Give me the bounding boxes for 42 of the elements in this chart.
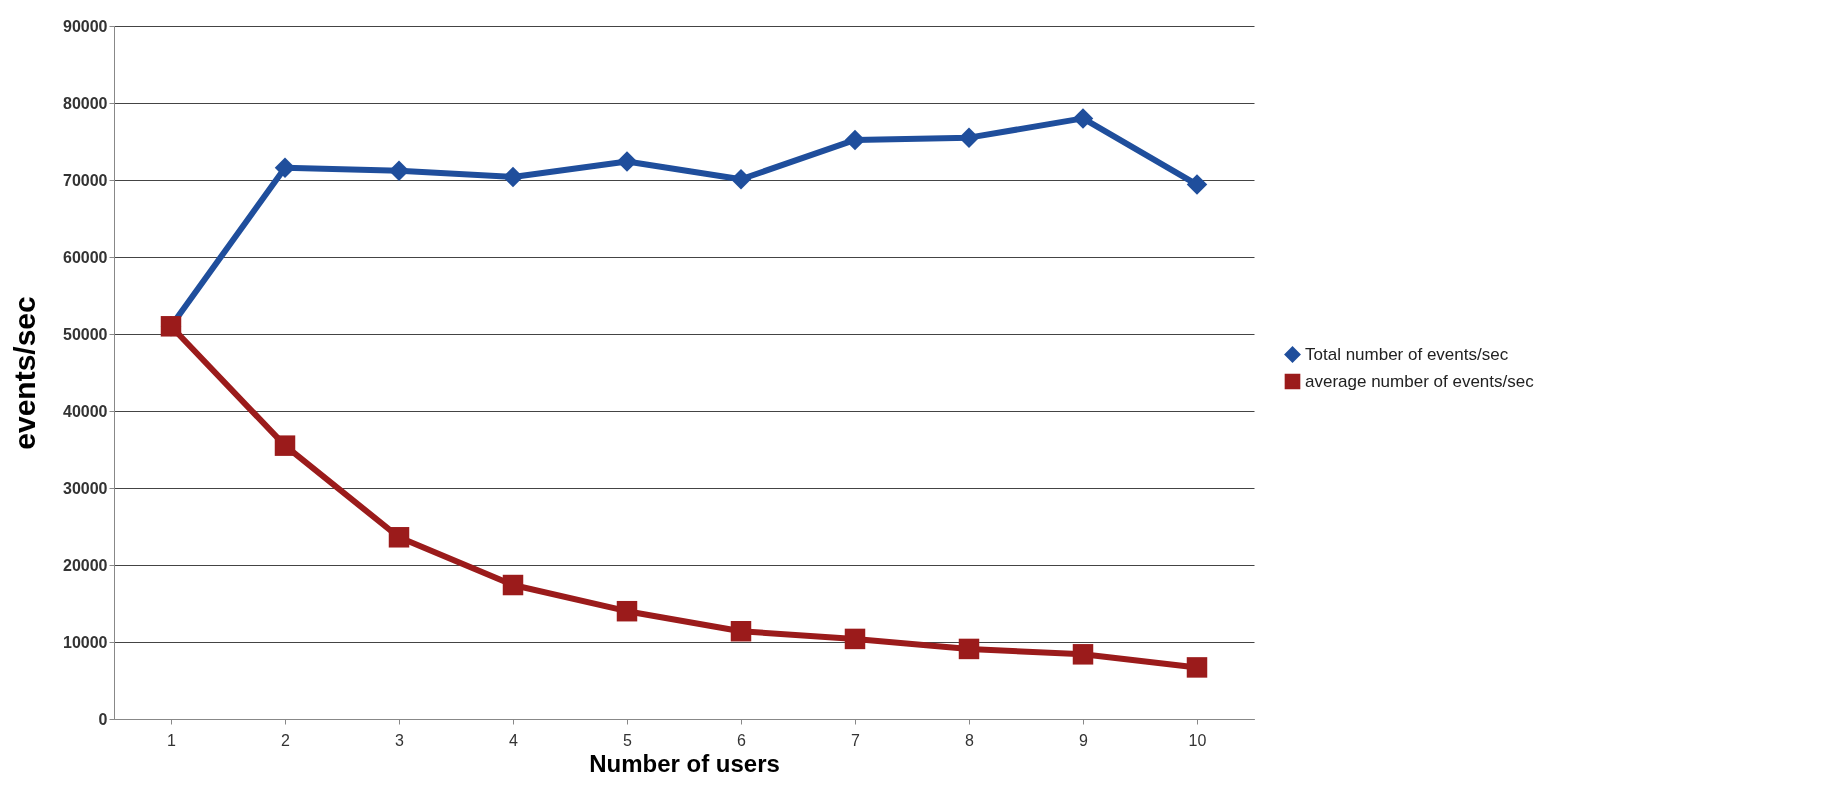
point [1072, 108, 1094, 129]
x-tick-label: 3 [395, 731, 405, 749]
x-axis-title: Number of users [589, 749, 780, 777]
point [616, 151, 638, 172]
x-tick-label: 6 [737, 731, 747, 749]
x-tick-label: 1 [167, 731, 177, 749]
y-tick-label: 90000 [63, 17, 108, 35]
y-tick-label: 20000 [63, 556, 108, 574]
point [958, 638, 980, 660]
y-tick-label: 80000 [63, 94, 108, 112]
point [1186, 657, 1208, 678]
y-tick-label: 40000 [63, 402, 108, 420]
y-tick-label: 70000 [63, 171, 108, 189]
point [844, 129, 866, 151]
point [388, 160, 410, 182]
point [274, 435, 296, 456]
x-tick-label: 2 [281, 731, 291, 749]
y-tick-label: 0 [98, 710, 108, 728]
x-tick-label: 7 [851, 731, 861, 749]
x-tick-label: 4 [509, 731, 519, 749]
point [502, 166, 524, 188]
point [730, 168, 752, 190]
point [1186, 174, 1208, 195]
point [502, 574, 524, 596]
y-axis-title: events/sec [8, 296, 42, 450]
x-tick-label: 9 [1079, 731, 1089, 749]
point [274, 157, 296, 178]
x-tick-label: 5 [623, 731, 633, 749]
x-tick-label: 10 [1188, 731, 1207, 749]
point [844, 628, 866, 650]
point [1072, 644, 1094, 665]
y-tick-label: 50000 [63, 325, 108, 343]
point [730, 620, 752, 642]
point [388, 527, 410, 548]
legend-label: average number of events/sec [1305, 371, 1535, 391]
point [958, 127, 980, 148]
y-tick-label: 30000 [63, 479, 108, 497]
legend-label: Total number of events/sec [1305, 344, 1509, 364]
point [616, 600, 638, 622]
y-tick-label: 10000 [63, 633, 108, 651]
y-tick-label: 60000 [63, 248, 108, 266]
x-tick-label: 8 [965, 731, 975, 749]
